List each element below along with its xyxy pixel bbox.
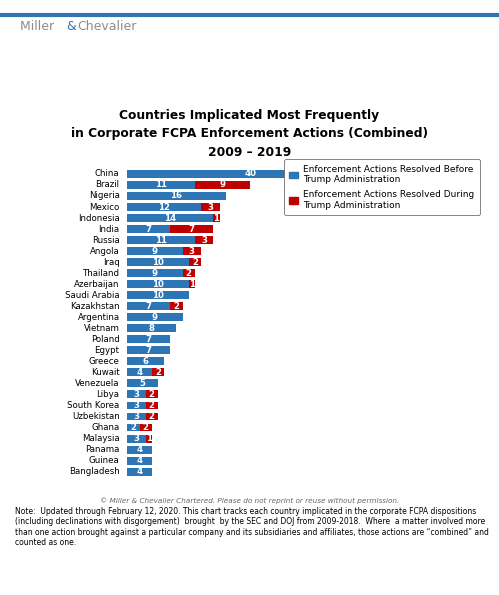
Bar: [152, 368, 164, 377]
Text: 4: 4: [137, 445, 143, 454]
Text: 3: 3: [189, 246, 195, 256]
Text: 3: 3: [133, 390, 140, 399]
Text: 2: 2: [143, 423, 149, 432]
Bar: [127, 236, 195, 244]
Bar: [127, 368, 152, 377]
Text: 11: 11: [155, 236, 167, 245]
Bar: [127, 314, 183, 321]
Bar: [127, 192, 226, 200]
Text: 14: 14: [164, 214, 176, 223]
Bar: [146, 412, 158, 421]
Bar: [201, 203, 220, 211]
Bar: [127, 225, 170, 233]
Text: Chevalier: Chevalier: [77, 20, 137, 33]
Bar: [127, 468, 152, 475]
Bar: [127, 390, 146, 399]
Bar: [146, 402, 158, 409]
Text: 3: 3: [207, 202, 213, 212]
Bar: [195, 236, 214, 244]
Text: Note:  Updated through February 12, 2020. This chart tracks each country implica: Note: Updated through February 12, 2020.…: [15, 507, 489, 547]
Bar: [195, 181, 250, 189]
Bar: [127, 247, 183, 255]
Text: 6: 6: [143, 357, 149, 366]
Bar: [127, 402, 146, 409]
Bar: [127, 380, 158, 387]
Text: © Miller & Chevalier Chartered. Please do not reprint or reuse without permissio: © Miller & Chevalier Chartered. Please d…: [100, 497, 399, 505]
Text: 9: 9: [152, 313, 158, 322]
Text: 2: 2: [155, 368, 161, 377]
Bar: [214, 214, 220, 222]
Text: 40: 40: [245, 170, 256, 178]
Text: 1: 1: [146, 434, 152, 443]
Text: 4: 4: [137, 456, 143, 465]
Text: 10: 10: [152, 280, 164, 289]
Bar: [127, 412, 146, 421]
Bar: [127, 258, 189, 266]
Text: 13: 13: [407, 170, 419, 178]
Bar: [127, 181, 195, 189]
Text: 2: 2: [149, 390, 155, 399]
Text: 2: 2: [192, 258, 198, 267]
Bar: [170, 225, 214, 233]
Bar: [140, 424, 152, 431]
Text: 12: 12: [158, 202, 170, 212]
Text: 3: 3: [201, 236, 207, 245]
Bar: [127, 170, 373, 178]
Bar: [127, 292, 189, 299]
Text: 3: 3: [133, 434, 140, 443]
Text: 2: 2: [149, 401, 155, 410]
Text: 1: 1: [214, 214, 220, 223]
Text: 4: 4: [137, 368, 143, 377]
Bar: [127, 280, 189, 288]
Text: 7: 7: [146, 335, 152, 344]
Bar: [127, 434, 146, 443]
Bar: [146, 434, 152, 443]
Bar: [127, 424, 140, 431]
Bar: [127, 203, 201, 211]
Bar: [127, 456, 152, 465]
Text: 9: 9: [152, 246, 158, 256]
Legend: Enforcement Actions Resolved Before
Trump Administration, Enforcement Actions Re: Enforcement Actions Resolved Before Trum…: [284, 159, 480, 215]
Text: &: &: [66, 20, 76, 33]
Text: Miller: Miller: [20, 20, 58, 33]
Bar: [127, 346, 170, 354]
Bar: [127, 358, 164, 365]
Bar: [170, 302, 183, 310]
Bar: [127, 269, 183, 277]
Text: 7: 7: [189, 224, 195, 234]
Text: 2: 2: [149, 412, 155, 421]
Text: 4: 4: [137, 467, 143, 476]
Text: 7: 7: [146, 224, 152, 234]
Text: 3: 3: [133, 412, 140, 421]
Text: 3: 3: [133, 401, 140, 410]
Text: 9: 9: [220, 180, 226, 189]
Bar: [189, 258, 201, 266]
Text: 7: 7: [146, 302, 152, 311]
Bar: [127, 336, 170, 343]
Text: 8: 8: [149, 324, 155, 333]
Text: 7: 7: [146, 346, 152, 355]
Bar: [146, 390, 158, 399]
Bar: [127, 302, 170, 310]
Text: 11: 11: [155, 180, 167, 189]
Text: 2: 2: [174, 302, 180, 311]
Bar: [127, 446, 152, 453]
Text: 5: 5: [140, 379, 146, 388]
Bar: [127, 324, 177, 332]
Text: 16: 16: [171, 192, 183, 201]
Bar: [183, 269, 195, 277]
Bar: [373, 170, 453, 178]
Text: 10: 10: [152, 291, 164, 300]
Text: 2: 2: [186, 269, 192, 278]
Text: Countries Implicated Most Frequently
in Corporate FCPA Enforcement Actions (Comb: Countries Implicated Most Frequently in …: [71, 109, 428, 159]
Text: 10: 10: [152, 258, 164, 267]
Text: 9: 9: [152, 269, 158, 278]
Text: 2: 2: [130, 423, 136, 432]
Text: 1: 1: [189, 280, 195, 289]
Bar: [183, 247, 201, 255]
Bar: [189, 280, 195, 288]
Bar: [127, 214, 214, 222]
